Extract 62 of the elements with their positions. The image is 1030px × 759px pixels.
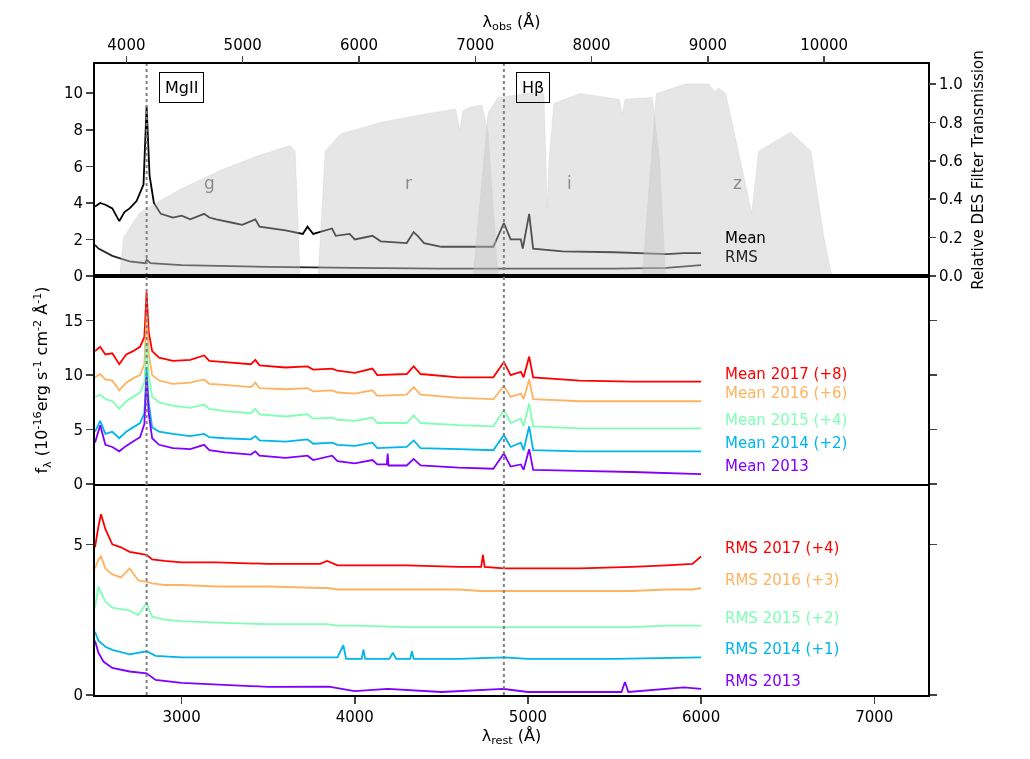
series-label: RMS [725,248,758,266]
series-label: Mean 2013 [725,457,809,475]
y-tick-label: 8 [73,121,83,140]
series-label: i [567,173,572,193]
line-series [95,341,703,430]
x2-tick-label: 7000 [456,36,495,54]
series-label: Mean 2014 (+2) [725,434,848,452]
x-tick-label: 6000 [682,708,721,726]
series-label: r [405,173,412,193]
y-tick-label: 5 [73,535,83,554]
x2-tick-label: 5000 [223,36,262,54]
line-series [95,639,703,693]
y-tick-label: 5 [73,420,83,439]
y-tick-label: 2 [73,230,83,249]
y2-tick-label: 0.2 [939,228,963,247]
y2-axis-title: Relative DES Filter Transmission [968,50,987,290]
series-label: Mean 2016 (+6) [725,384,848,402]
x-tick-label: 5000 [508,708,548,726]
x-tick-label: 3000 [162,708,201,726]
line-series [95,291,703,383]
y-tick-label: 10 [63,366,83,385]
line-series [95,513,703,570]
y-tick-label: 4 [73,194,83,213]
line-series [95,376,703,476]
series-label: Mean 2015 (+4) [725,411,848,429]
y2-tick-label: 0.8 [939,113,963,132]
line-series [95,630,703,660]
line-series [95,244,703,270]
line-series [95,368,703,453]
x-tick-label: 7000 [855,708,894,726]
x-axis-title: λ$_{rest}$ (Å) [481,726,542,748]
y2-tick-label: 0.0 [939,267,963,286]
series-label: Mean [725,229,766,247]
x-tick-label: 4000 [335,708,374,726]
line-series [95,315,703,403]
y-tick-label: 10 [63,84,83,103]
y2-tick-label: 0.4 [939,190,963,209]
y2-tick-label: 1.0 [939,75,963,94]
y-tick-label: 0 [73,267,83,286]
y2-tick-label: 0.6 [939,152,963,171]
ref-line-label: MgII [165,78,199,97]
series-label: RMS 2015 (+2) [725,609,840,627]
ref-line-label: Hβ [522,78,545,97]
x2-axis-title: λ$_{obs}$ (Å) [482,11,541,34]
series-label: z [733,173,742,193]
x2-tick-label: 8000 [572,36,611,54]
x2-tick-label: 9000 [688,36,727,54]
series-label: RMS 2013 [725,672,801,690]
series-label: RMS 2014 (+1) [725,640,840,658]
series-label: Mean 2017 (+8) [725,365,848,383]
x2-tick-label: 4000 [107,36,146,54]
series-label: RMS 2017 (+4) [725,539,840,557]
series-label: g [204,173,215,193]
line-series [95,555,703,592]
y-tick-label: 6 [73,157,83,176]
y-tick-label: 15 [63,311,83,330]
y-tick-label: 0 [73,475,83,494]
y-tick-label: 0 [73,686,83,705]
series-label: RMS 2016 (+3) [725,571,840,589]
line-series [95,585,703,629]
x2-tick-label: 6000 [339,36,379,54]
x2-tick-label: 10000 [800,36,849,54]
